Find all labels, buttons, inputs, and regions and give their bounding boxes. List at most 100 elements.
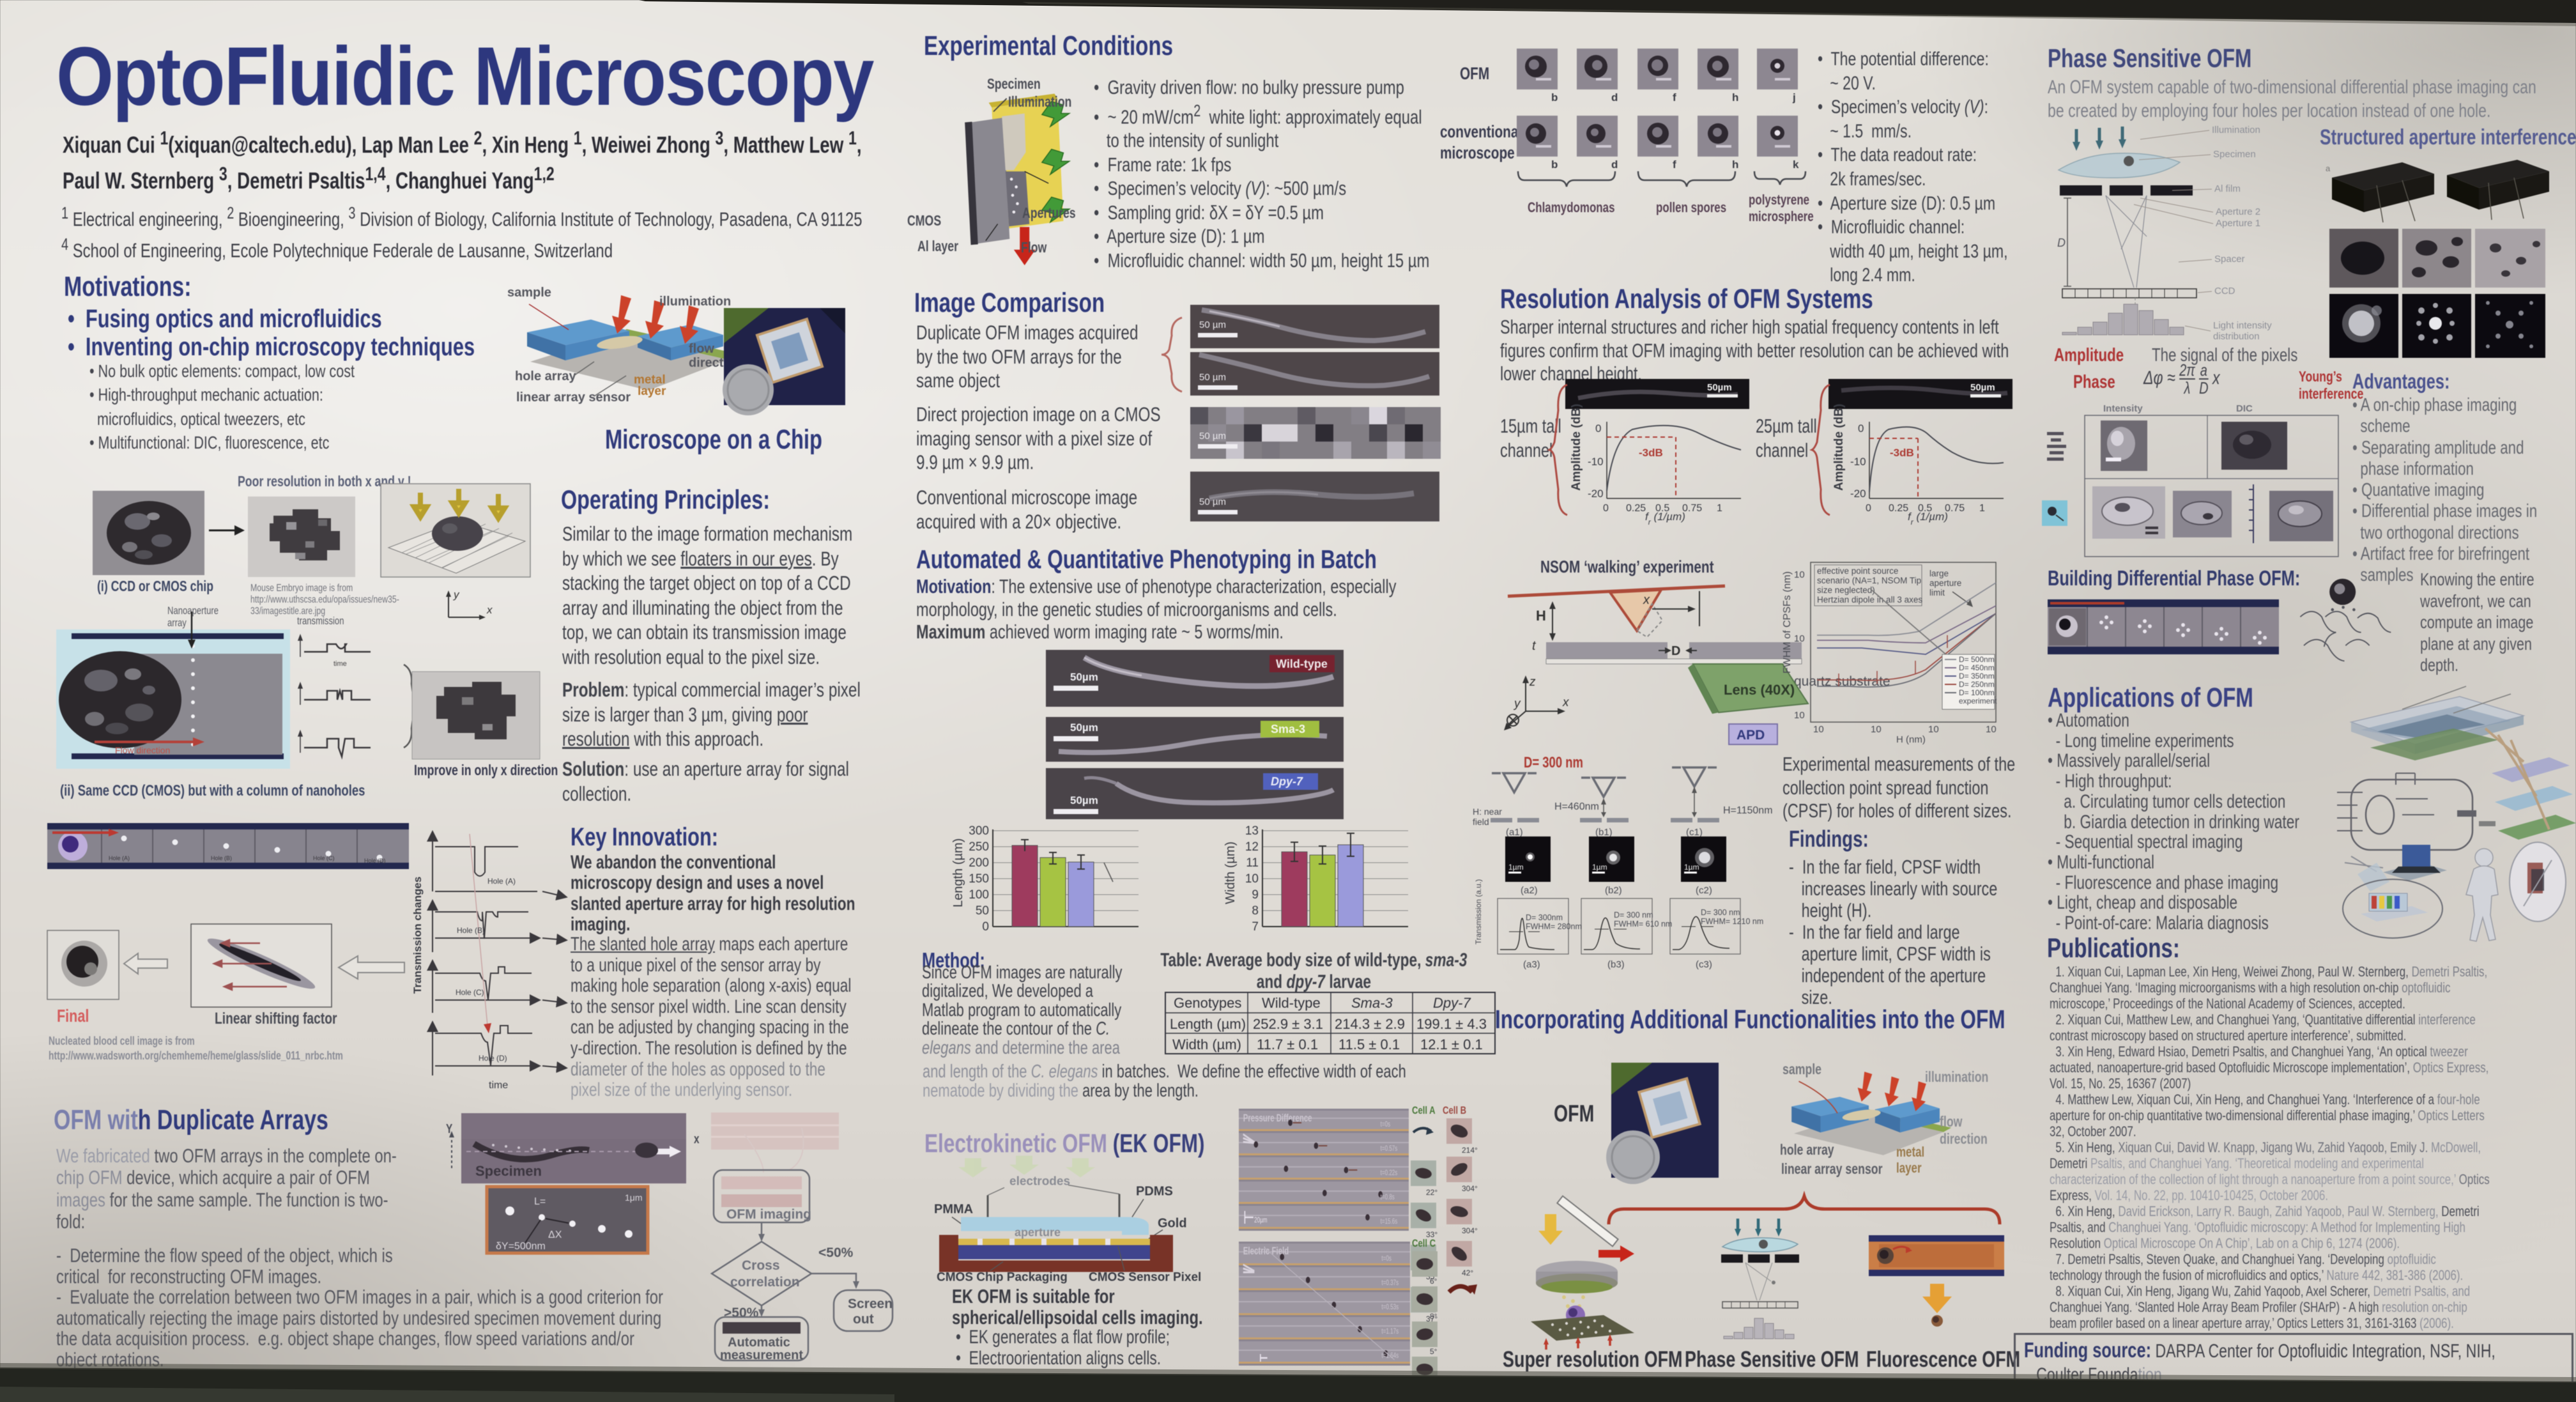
svg-text:22°: 22° bbox=[1426, 1188, 1438, 1197]
svg-text:1µm: 1µm bbox=[1592, 863, 1607, 872]
svg-text:0.25: 0.25 bbox=[1626, 503, 1646, 514]
svg-text:Hertzian dipole in all 3 axes: Hertzian dipole in all 3 axes bbox=[1817, 595, 1922, 605]
svg-text:y: y bbox=[1513, 697, 1521, 711]
svg-text:Aperture 1: Aperture 1 bbox=[2216, 218, 2260, 229]
svg-text:Hole (D): Hole (D) bbox=[364, 858, 386, 864]
svg-text:field: field bbox=[1473, 817, 1489, 827]
svg-text:time: time bbox=[334, 660, 347, 668]
svg-text:FWHM= 280nm: FWHM= 280nm bbox=[1526, 922, 1582, 931]
svg-text:aperture: aperture bbox=[1015, 1226, 1061, 1239]
svg-text:1: 1 bbox=[1717, 503, 1722, 514]
svg-text:Pressure Difference: Pressure Difference bbox=[1243, 1113, 1312, 1125]
svg-text:11.7 ± 0.1: 11.7 ± 0.1 bbox=[1257, 1036, 1318, 1052]
svg-text:a: a bbox=[2326, 164, 2331, 173]
svg-text:7: 7 bbox=[1252, 920, 1259, 934]
svg-text:fr (1/µm): fr (1/µm) bbox=[1645, 511, 1685, 527]
svg-text:0.75: 0.75 bbox=[1945, 503, 1965, 514]
svg-text:50µm: 50µm bbox=[1707, 382, 1732, 393]
svg-text:large: large bbox=[1929, 569, 1949, 578]
svg-text:d: d bbox=[1611, 91, 1618, 104]
svg-text:8: 8 bbox=[1252, 904, 1259, 918]
svg-text:PMMA: PMMA bbox=[934, 1203, 973, 1217]
svg-text:scenario (NA=1, NSOM Tip: scenario (NA=1, NSOM Tip bbox=[1817, 576, 1921, 585]
svg-text:CMOS Chip Packaging: CMOS Chip Packaging bbox=[937, 1271, 1068, 1284]
svg-text:-10: -10 bbox=[1588, 456, 1604, 468]
svg-text:0: 0 bbox=[982, 920, 989, 934]
svg-text:Transmission changes: Transmission changes bbox=[411, 877, 424, 994]
svg-text:δY=500nm: δY=500nm bbox=[496, 1241, 546, 1252]
svg-text:quartz substrate: quartz substrate bbox=[1794, 674, 1890, 689]
svg-text:9: 9 bbox=[1252, 888, 1259, 902]
svg-text:Cross: Cross bbox=[742, 1258, 780, 1273]
svg-text:50 µm: 50 µm bbox=[1199, 320, 1226, 330]
svg-text:z: z bbox=[1529, 675, 1536, 689]
svg-text:D= 300 nm: D= 300 nm bbox=[1614, 911, 1653, 920]
svg-text:Hole (A): Hole (A) bbox=[487, 877, 516, 886]
svg-text:200: 200 bbox=[969, 856, 989, 870]
svg-text:Automatic: Automatic bbox=[728, 1336, 790, 1350]
svg-text:Hole (A): Hole (A) bbox=[109, 855, 130, 861]
svg-text:Amplitude (dB): Amplitude (dB) bbox=[1832, 404, 1846, 491]
svg-text:FWHM= 610 nm: FWHM= 610 nm bbox=[1614, 920, 1672, 928]
svg-text:x: x bbox=[1643, 593, 1650, 607]
svg-text:214.3 ± 2.9: 214.3 ± 2.9 bbox=[1335, 1016, 1405, 1032]
svg-text:(c2): (c2) bbox=[1696, 885, 1712, 896]
svg-text:50µm: 50µm bbox=[1070, 721, 1098, 734]
svg-text:hole array: hole array bbox=[515, 369, 576, 383]
svg-text:1µm: 1µm bbox=[1684, 863, 1699, 872]
svg-text:h: h bbox=[1732, 91, 1738, 104]
svg-text:12.1 ± 0.1: 12.1 ± 0.1 bbox=[1420, 1036, 1483, 1052]
svg-text:Hole (B): Hole (B) bbox=[457, 926, 485, 935]
svg-text:0.75: 0.75 bbox=[1682, 503, 1702, 514]
svg-text:CCD: CCD bbox=[2214, 286, 2235, 297]
svg-text:f: f bbox=[1673, 158, 1676, 171]
svg-text:50µm: 50µm bbox=[1970, 382, 1995, 393]
svg-text:10: 10 bbox=[1871, 724, 1882, 735]
svg-text:time: time bbox=[489, 1080, 508, 1091]
svg-text:Illumination: Illumination bbox=[2212, 125, 2260, 135]
svg-text:b: b bbox=[1551, 158, 1558, 171]
svg-text:Wild-type: Wild-type bbox=[1262, 995, 1321, 1011]
svg-text:limit: limit bbox=[1929, 588, 1945, 597]
svg-text:t=0.37s: t=0.37s bbox=[1381, 1279, 1399, 1288]
svg-text:10: 10 bbox=[1794, 710, 1805, 721]
svg-text:-10: -10 bbox=[1850, 456, 1866, 468]
svg-text:t: t bbox=[1532, 639, 1537, 653]
svg-text:Gold: Gold bbox=[1158, 1217, 1187, 1231]
svg-text:D: D bbox=[1671, 644, 1680, 658]
svg-text:t=0.57s: t=0.57s bbox=[1381, 1145, 1398, 1153]
svg-text:t=0.22s: t=0.22s bbox=[1381, 1169, 1398, 1178]
svg-text:aperture: aperture bbox=[1929, 578, 1961, 588]
svg-text:t=1.64s: t=1.64s bbox=[1381, 1352, 1399, 1360]
svg-text:Hole (D): Hole (D) bbox=[479, 1054, 507, 1063]
svg-text:10: 10 bbox=[1928, 724, 1939, 735]
svg-text:D= 300nm: D= 300nm bbox=[1526, 913, 1563, 922]
svg-text:fr (1/µm): fr (1/µm) bbox=[1908, 511, 1948, 527]
svg-text:electrodes: electrodes bbox=[1009, 1175, 1070, 1189]
svg-text:x: x bbox=[1562, 696, 1570, 709]
svg-text:flow: flow bbox=[689, 342, 714, 356]
svg-text:6°: 6° bbox=[1430, 1277, 1438, 1286]
svg-text:y: y bbox=[453, 589, 460, 601]
svg-text:8°: 8° bbox=[1430, 1312, 1438, 1321]
svg-text:Width (µm): Width (µm) bbox=[1172, 1036, 1241, 1052]
svg-text:0: 0 bbox=[1595, 422, 1601, 435]
svg-text:50µm: 50µm bbox=[1070, 794, 1098, 806]
svg-text:t=0.8s: t=0.8s bbox=[1381, 1194, 1395, 1202]
svg-text:(b3): (b3) bbox=[1607, 959, 1625, 970]
svg-text:D= 100nm: D= 100nm bbox=[1959, 688, 1995, 697]
svg-text:layer: layer bbox=[638, 385, 666, 398]
svg-text:33°: 33° bbox=[1426, 1230, 1438, 1239]
svg-text:out: out bbox=[853, 1312, 874, 1327]
svg-text:252.9 ± 3.1: 252.9 ± 3.1 bbox=[1253, 1016, 1323, 1032]
svg-text:Dpy-7: Dpy-7 bbox=[1271, 775, 1303, 788]
svg-text:1µm: 1µm bbox=[1508, 863, 1524, 872]
svg-text:Genotypes: Genotypes bbox=[1174, 995, 1241, 1011]
svg-text:D: D bbox=[2057, 236, 2066, 249]
svg-text:214°: 214° bbox=[1462, 1146, 1478, 1155]
svg-text:0: 0 bbox=[1603, 503, 1609, 514]
svg-text:measurement: measurement bbox=[720, 1348, 803, 1362]
svg-text:ΔX: ΔX bbox=[548, 1229, 562, 1240]
svg-text:Intensity: Intensity bbox=[2103, 403, 2143, 414]
svg-text:0.5: 0.5 bbox=[1655, 503, 1669, 514]
